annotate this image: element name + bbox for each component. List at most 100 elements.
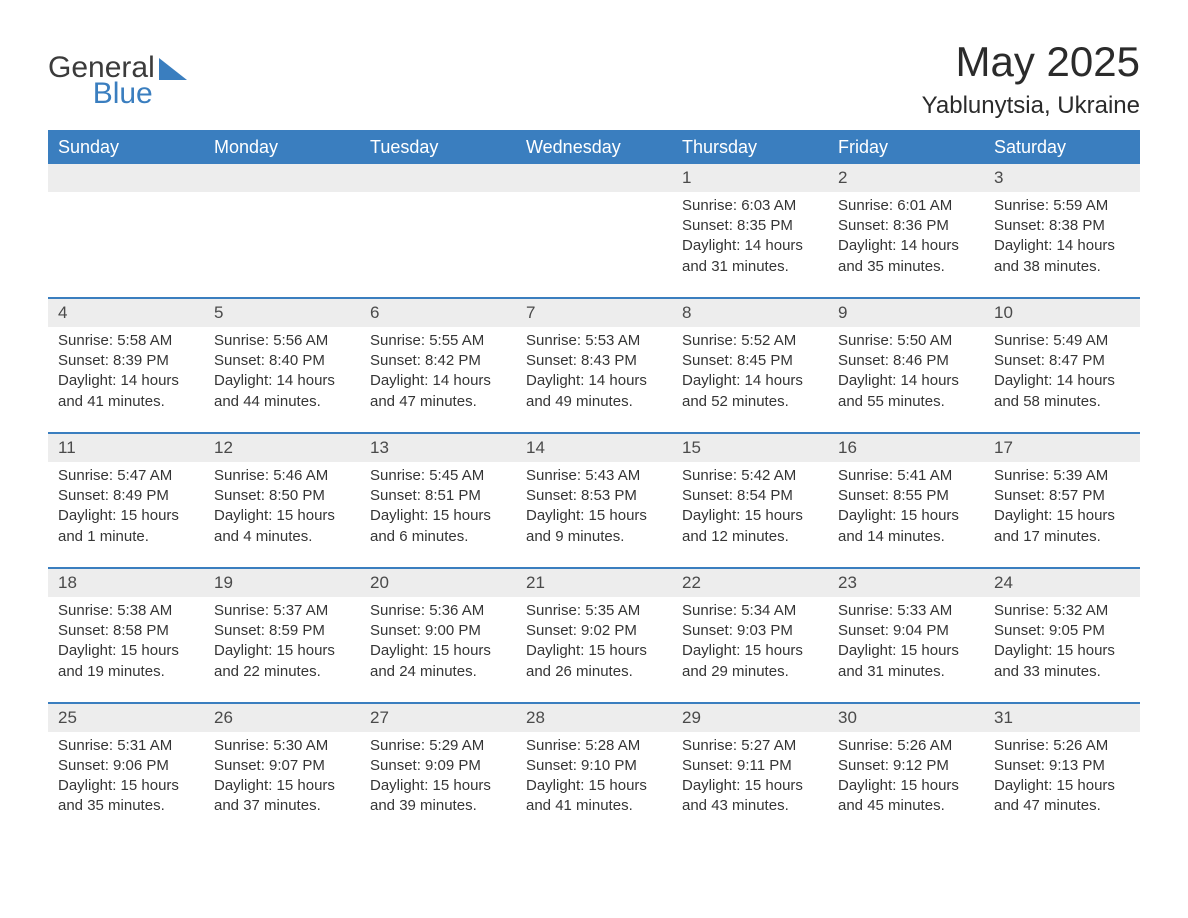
day-number: 13: [360, 434, 516, 462]
sunset-text: Sunset: 8:58 PM: [58, 621, 194, 641]
daylight-text: Daylight: 15 hours and 31 minutes.: [838, 641, 974, 682]
weekday-tuesday: Tuesday: [360, 130, 516, 164]
sunrise-text: Sunrise: 5:55 AM: [370, 331, 506, 351]
daylight-text: Daylight: 15 hours and 1 minute.: [58, 506, 194, 547]
weekday-monday: Monday: [204, 130, 360, 164]
sunrise-text: Sunrise: 5:47 AM: [58, 466, 194, 486]
sunrise-text: Sunrise: 5:37 AM: [214, 601, 350, 621]
day-number: 12: [204, 434, 360, 462]
sunset-text: Sunset: 8:51 PM: [370, 486, 506, 506]
day-number: 4: [48, 299, 204, 327]
sunset-text: Sunset: 8:39 PM: [58, 351, 194, 371]
week-row: 1Sunrise: 6:03 AMSunset: 8:35 PMDaylight…: [48, 164, 1140, 297]
day-number: 27: [360, 704, 516, 732]
daylight-text: Daylight: 15 hours and 26 minutes.: [526, 641, 662, 682]
day-number: 28: [516, 704, 672, 732]
sunset-text: Sunset: 8:54 PM: [682, 486, 818, 506]
sunrise-text: Sunrise: 5:58 AM: [58, 331, 194, 351]
weekday-header: Sunday Monday Tuesday Wednesday Thursday…: [48, 130, 1140, 164]
day-number: 16: [828, 434, 984, 462]
day-number: [516, 164, 672, 192]
daylight-text: Daylight: 15 hours and 4 minutes.: [214, 506, 350, 547]
sunset-text: Sunset: 8:35 PM: [682, 216, 818, 236]
day-number: 26: [204, 704, 360, 732]
sunset-text: Sunset: 8:49 PM: [58, 486, 194, 506]
sunrise-text: Sunrise: 5:33 AM: [838, 601, 974, 621]
sunrise-text: Sunrise: 5:38 AM: [58, 601, 194, 621]
title-block: May 2025 Yablunytsia, Ukraine: [922, 38, 1140, 120]
sunset-text: Sunset: 8:38 PM: [994, 216, 1130, 236]
sunrise-text: Sunrise: 5:41 AM: [838, 466, 974, 486]
sunset-text: Sunset: 8:55 PM: [838, 486, 974, 506]
sunrise-text: Sunrise: 5:56 AM: [214, 331, 350, 351]
day-cell: [516, 164, 672, 297]
sunrise-text: Sunrise: 5:29 AM: [370, 736, 506, 756]
day-cell: 16 Sunrise: 5:41 AMSunset: 8:55 PMDayligh…: [828, 434, 984, 567]
sunset-text: Sunset: 9:02 PM: [526, 621, 662, 641]
sunrise-text: Sunrise: 5:52 AM: [682, 331, 818, 351]
sunset-text: Sunset: 9:10 PM: [526, 756, 662, 776]
sunset-text: Sunset: 8:42 PM: [370, 351, 506, 371]
day-cell: 31Sunrise: 5:26 AMSunset: 9:13 PMDayligh…: [984, 704, 1140, 837]
sunrise-text: Sunrise: 6:03 AM: [682, 196, 818, 216]
daylight-text: Daylight: 15 hours and 17 minutes.: [994, 506, 1130, 547]
sunset-text: Sunset: 8:50 PM: [214, 486, 350, 506]
daylight-text: Daylight: 15 hours and 39 minutes.: [370, 776, 506, 817]
weekday-wednesday: Wednesday: [516, 130, 672, 164]
weekday-thursday: Thursday: [672, 130, 828, 164]
day-number: [48, 164, 204, 192]
day-cell: 29Sunrise: 5:27 AMSunset: 9:11 PMDayligh…: [672, 704, 828, 837]
daylight-text: Daylight: 15 hours and 43 minutes.: [682, 776, 818, 817]
sunset-text: Sunset: 8:36 PM: [838, 216, 974, 236]
day-number: 30: [828, 704, 984, 732]
sunset-text: Sunset: 9:09 PM: [370, 756, 506, 776]
day-number: 1: [672, 164, 828, 192]
day-cell: 15Sunrise: 5:42 AMSunset: 8:54 PMDayligh…: [672, 434, 828, 567]
day-number: 7: [516, 299, 672, 327]
daylight-text: Daylight: 15 hours and 9 minutes.: [526, 506, 662, 547]
sunset-text: Sunset: 9:06 PM: [58, 756, 194, 776]
sunset-text: Sunset: 8:46 PM: [838, 351, 974, 371]
day-cell: 10Sunrise: 5:49 AMSunset: 8:47 PMDayligh…: [984, 299, 1140, 432]
day-number: 25: [48, 704, 204, 732]
day-number: 15: [672, 434, 828, 462]
sunset-text: Sunset: 9:04 PM: [838, 621, 974, 641]
sunrise-text: Sunrise: 5:35 AM: [526, 601, 662, 621]
location: Yablunytsia, Ukraine: [922, 92, 1140, 120]
daylight-text: Daylight: 15 hours and 45 minutes.: [838, 776, 974, 817]
day-cell: 19Sunrise: 5:37 AMSunset: 8:59 PMDayligh…: [204, 569, 360, 702]
sunrise-text: Sunrise: 5:42 AM: [682, 466, 818, 486]
sunrise-text: Sunrise: 5:34 AM: [682, 601, 818, 621]
day-cell: 30Sunrise: 5:26 AMSunset: 9:12 PMDayligh…: [828, 704, 984, 837]
day-cell: 22Sunrise: 5:34 AMSunset: 9:03 PMDayligh…: [672, 569, 828, 702]
day-cell: 6Sunrise: 5:55 AMSunset: 8:42 PMDaylight…: [360, 299, 516, 432]
day-number: 8: [672, 299, 828, 327]
sunrise-text: Sunrise: 5:53 AM: [526, 331, 662, 351]
logo: General Blue: [48, 38, 187, 109]
sunrise-text: Sunrise: 6:01 AM: [838, 196, 974, 216]
day-number: 22: [672, 569, 828, 597]
daylight-text: Daylight: 14 hours and 31 minutes.: [682, 236, 818, 277]
daylight-text: Daylight: 14 hours and 44 minutes.: [214, 371, 350, 412]
sunrise-text: Sunrise: 5:28 AM: [526, 736, 662, 756]
day-cell: 24Sunrise: 5:32 AMSunset: 9:05 PMDayligh…: [984, 569, 1140, 702]
daylight-text: Daylight: 15 hours and 37 minutes.: [214, 776, 350, 817]
sunset-text: Sunset: 9:00 PM: [370, 621, 506, 641]
sunrise-text: Sunrise: 5:27 AM: [682, 736, 818, 756]
daylight-text: Daylight: 14 hours and 38 minutes.: [994, 236, 1130, 277]
day-cell: 18Sunrise: 5:38 AMSunset: 8:58 PMDayligh…: [48, 569, 204, 702]
day-cell: 13Sunrise: 5:45 AMSunset: 8:51 PMDayligh…: [360, 434, 516, 567]
sunset-text: Sunset: 9:13 PM: [994, 756, 1130, 776]
day-cell: 9Sunrise: 5:50 AMSunset: 8:46 PMDaylight…: [828, 299, 984, 432]
sunset-text: Sunset: 9:12 PM: [838, 756, 974, 776]
day-cell: 28Sunrise: 5:28 AMSunset: 9:10 PMDayligh…: [516, 704, 672, 837]
sunrise-text: Sunrise: 5:31 AM: [58, 736, 194, 756]
daylight-text: Daylight: 15 hours and 14 minutes.: [838, 506, 974, 547]
sunrise-text: Sunrise: 5:32 AM: [994, 601, 1130, 621]
day-number: 17: [984, 434, 1140, 462]
sunrise-text: Sunrise: 5:43 AM: [526, 466, 662, 486]
sunrise-text: Sunrise: 5:45 AM: [370, 466, 506, 486]
day-cell: 20Sunrise: 5:36 AMSunset: 9:00 PMDayligh…: [360, 569, 516, 702]
day-cell: 17Sunrise: 5:39 AMSunset: 8:57 PMDayligh…: [984, 434, 1140, 567]
day-cell: 5Sunrise: 5:56 AMSunset: 8:40 PMDaylight…: [204, 299, 360, 432]
